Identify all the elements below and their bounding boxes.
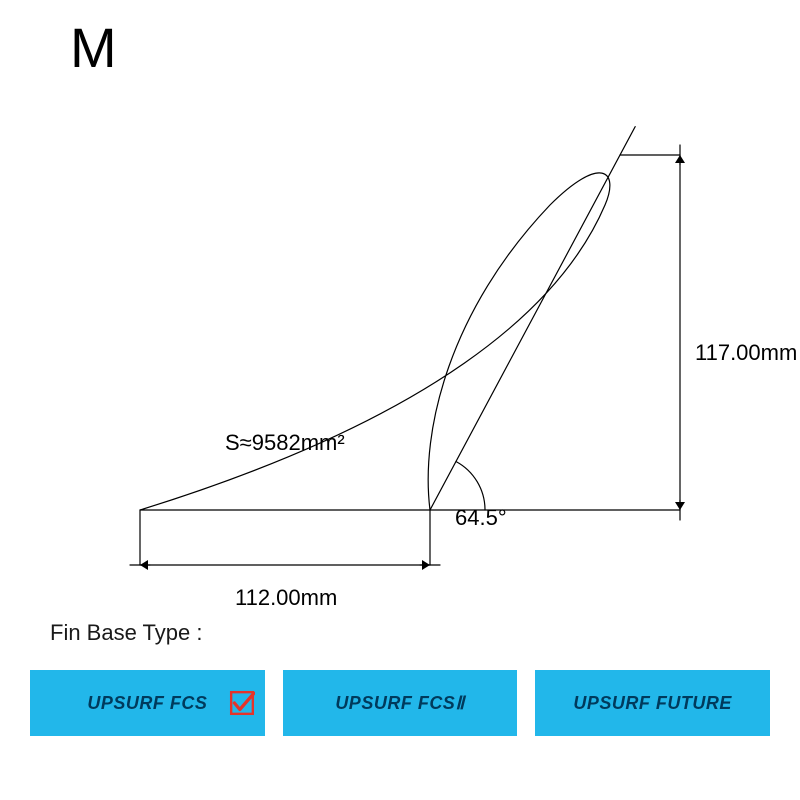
check-icon <box>229 690 255 716</box>
fin-type-fcs2-button[interactable]: UPSURF FCSⅡ <box>283 670 518 736</box>
size-letter: M <box>70 15 117 80</box>
fin-diagram-svg <box>60 80 740 600</box>
fin-type-label: UPSURF FCS <box>87 693 207 714</box>
height-label: 117.00mm <box>695 340 797 366</box>
fin-type-fcs-button[interactable]: UPSURF FCS <box>30 670 265 736</box>
fin-type-future-button[interactable]: UPSURF FUTURE <box>535 670 770 736</box>
fin-base-type-label: Fin Base Type : <box>50 620 202 646</box>
fin-diagram: S≈9582mm² 64.5° 117.00mm 112.00mm <box>60 80 740 600</box>
fin-type-label: UPSURF FCSⅡ <box>335 693 464 714</box>
area-label: S≈9582mm² <box>225 430 345 456</box>
width-label: 112.00mm <box>235 585 337 611</box>
fin-type-label: UPSURF FUTURE <box>573 693 732 714</box>
angle-label: 64.5° <box>455 505 507 531</box>
fin-base-type-row: UPSURF FCS UPSURF FCSⅡ UPSURF FUTURE <box>30 670 770 736</box>
